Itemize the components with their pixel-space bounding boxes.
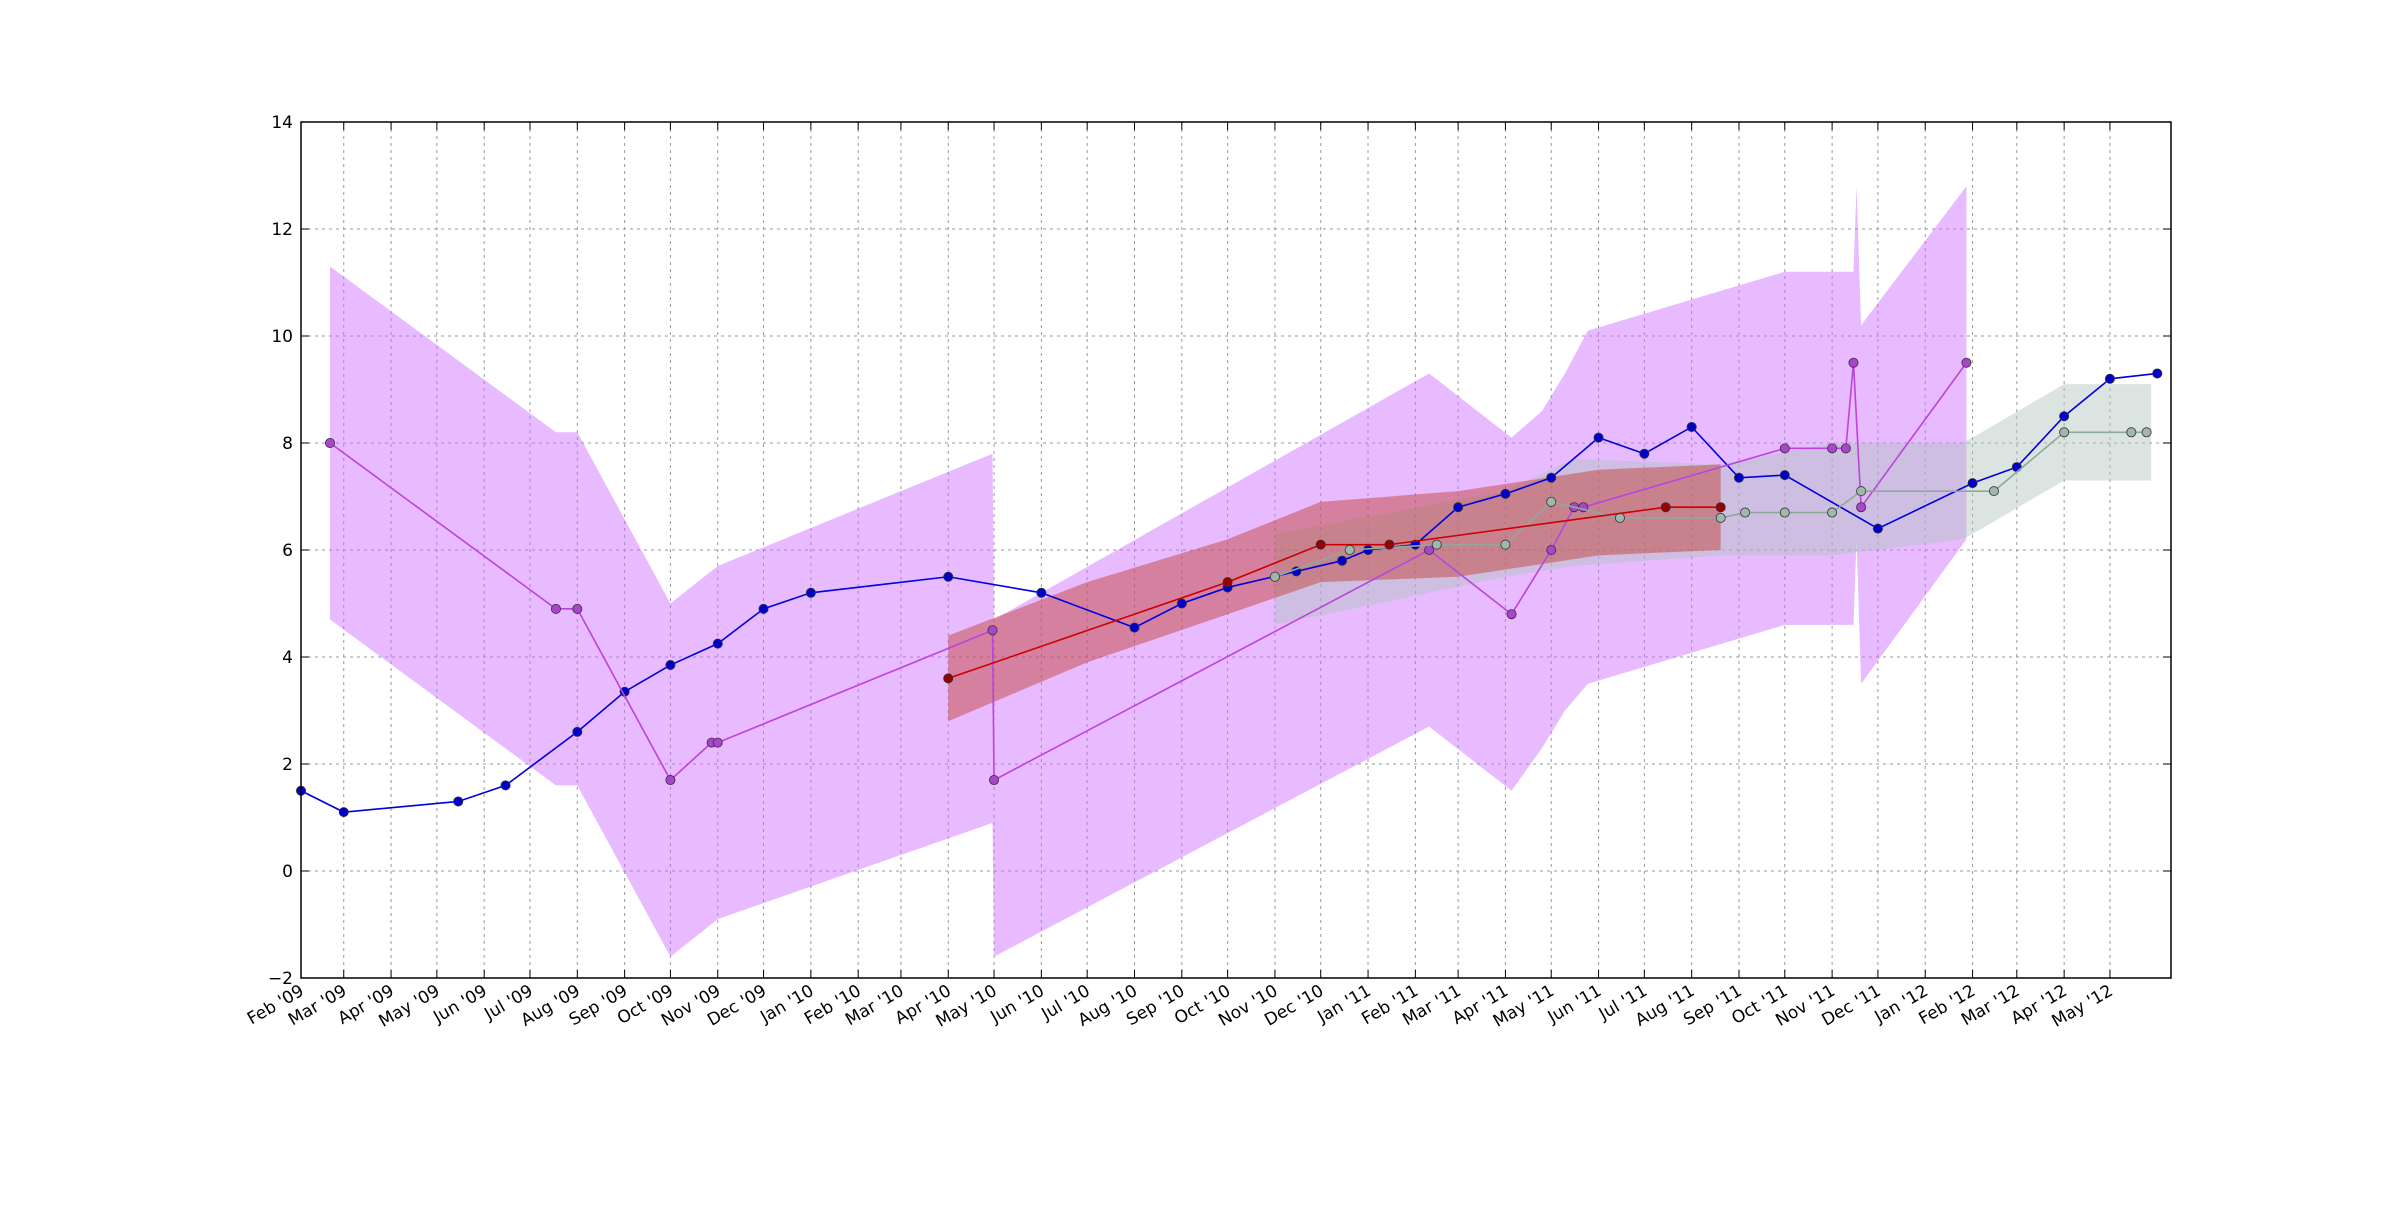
data-point (1827, 443, 1838, 454)
data-point (1779, 443, 1790, 454)
band-layer (330, 186, 2152, 957)
data-point (1546, 496, 1557, 507)
data-point (338, 807, 349, 818)
data-point (1036, 587, 1047, 598)
y-tick-label: 14 (271, 113, 293, 133)
data-point (1827, 507, 1838, 518)
data-point (2126, 427, 2137, 438)
data-point (2104, 373, 2115, 384)
data-point (1779, 470, 1790, 481)
data-point (1500, 539, 1511, 550)
data-point (1740, 507, 1751, 518)
data-point (1715, 512, 1726, 523)
data-point (500, 780, 511, 791)
data-point (550, 603, 561, 614)
data-point (1872, 523, 1883, 534)
data-point (712, 638, 723, 649)
data-point (1614, 512, 1625, 523)
y-tick-label: 8 (282, 434, 293, 454)
uncertainty-band (1274, 384, 2152, 625)
data-point (1967, 478, 1978, 489)
data-point (665, 660, 676, 671)
data-point (1129, 622, 1140, 633)
y-tick-label: −2 (268, 969, 293, 989)
data-point (1660, 502, 1671, 513)
data-point (758, 603, 769, 614)
uncertainty-band (330, 186, 1967, 957)
uncertainty-band (948, 464, 1721, 722)
data-point (2059, 427, 2070, 438)
data-point (1453, 502, 1464, 513)
data-point (1779, 507, 1790, 518)
data-point (1639, 448, 1650, 459)
data-point (453, 796, 464, 807)
data-point (325, 437, 336, 448)
data-point (1337, 555, 1348, 566)
data-point (1840, 443, 1851, 454)
data-point (989, 775, 1000, 786)
data-point (1961, 357, 1972, 368)
data-point (943, 571, 954, 582)
data-point (1988, 486, 1999, 497)
data-point (1856, 486, 1867, 497)
y-tick-label: 10 (271, 327, 293, 347)
data-point (1506, 609, 1517, 620)
data-point (1363, 545, 1374, 556)
data-point (1593, 432, 1604, 443)
data-point (1500, 488, 1511, 499)
data-point (572, 726, 583, 737)
data-point (2141, 427, 2152, 438)
data-point (1546, 545, 1557, 556)
data-point (1410, 539, 1421, 550)
data-point (1848, 357, 1859, 368)
grid-layer (300, 121, 2171, 979)
data-point (1176, 598, 1187, 609)
y-tick-label: 12 (271, 220, 293, 240)
x-tick-label: Jun '10 (987, 981, 1048, 1028)
data-point (1431, 539, 1442, 550)
x-tick-label: Jun '09 (429, 981, 490, 1028)
data-point (987, 625, 998, 636)
data-point (1384, 539, 1395, 550)
y-tick-label: 0 (282, 862, 293, 882)
data-point (712, 737, 723, 748)
series-layer (295, 357, 2163, 818)
data-point (943, 673, 954, 684)
data-point (2152, 368, 2163, 379)
data-point (1715, 502, 1726, 513)
data-point (1686, 421, 1697, 432)
y-tick-label: 2 (282, 755, 293, 775)
y-tick-label: 4 (282, 648, 293, 668)
data-point (572, 603, 583, 614)
x-tick-label: Jun '11 (1544, 981, 1605, 1028)
data-point (805, 587, 816, 598)
y-tick-label: 6 (282, 541, 293, 561)
series-line (947, 506, 1721, 680)
data-point (1344, 545, 1355, 556)
data-point (1315, 539, 1326, 550)
data-point (1856, 502, 1867, 513)
data-point (1222, 577, 1233, 588)
data-point (1546, 472, 1557, 483)
data-point (2059, 411, 2070, 422)
data-point (1269, 571, 1280, 582)
data-point (1733, 472, 1744, 483)
data-point (665, 775, 676, 786)
